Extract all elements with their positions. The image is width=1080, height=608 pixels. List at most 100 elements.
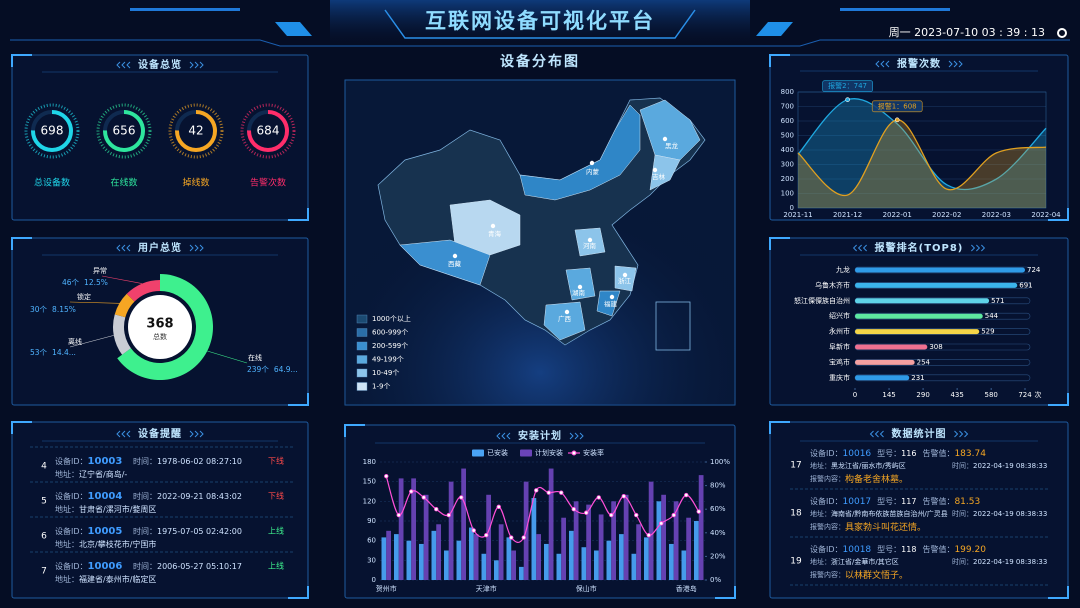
bar	[594, 550, 599, 580]
x-unit: 次	[1035, 390, 1042, 399]
bar	[855, 298, 990, 304]
donut-percent: 8.15%	[52, 305, 76, 314]
title-chevron	[875, 60, 880, 68]
value-label: 529	[981, 328, 994, 336]
rate-point	[596, 495, 601, 500]
datetime: 周一 2023-07-10 03 : 39 : 13	[889, 26, 1045, 39]
title-chevron	[874, 430, 879, 438]
value-label: 308	[929, 343, 942, 351]
field-label: 地址：	[55, 469, 79, 479]
time: 1978-06-02 08:27:10	[157, 457, 242, 466]
y2-tick-label: 100%	[710, 458, 730, 466]
row-index: 17	[790, 461, 801, 471]
rate-point	[559, 490, 564, 495]
bar	[386, 530, 391, 580]
bar	[855, 344, 928, 350]
y-tick-label: 60	[367, 537, 376, 545]
title-chevron	[862, 244, 867, 252]
address: 甘肃省/漯河市/婺周区	[79, 504, 156, 514]
rate-point	[384, 473, 389, 479]
rate-point	[684, 492, 689, 498]
rate-point	[571, 507, 576, 512]
donut-label: 在线	[248, 353, 262, 362]
ring	[247, 110, 289, 152]
row-index: 18	[790, 509, 802, 519]
legend-label: 计划安装	[535, 448, 563, 457]
panel-corner	[288, 208, 309, 221]
y-tick-label: 150	[363, 478, 376, 486]
row-line: 设备ID：10017 型号：117 告警值：81.53	[810, 496, 980, 507]
header-deco	[756, 22, 793, 36]
ring-outer	[96, 103, 152, 159]
bar	[531, 498, 537, 580]
province	[649, 154, 681, 191]
field-label: 设备ID：	[55, 456, 88, 466]
bar	[473, 534, 479, 580]
legend-label: 200-599个	[372, 342, 408, 350]
province-label: 黑龙	[665, 141, 679, 150]
y-tick-label: 200	[781, 175, 794, 183]
panel-title: 设备提醒	[138, 427, 182, 440]
bar	[686, 517, 691, 580]
bar	[544, 543, 549, 580]
y2-tick-label: 80%	[710, 482, 726, 490]
title-chevron	[981, 244, 986, 252]
legend-label: 600-999个	[372, 329, 408, 337]
bar	[606, 540, 612, 580]
rate-point	[434, 507, 439, 512]
field-label: 时间：	[133, 456, 157, 466]
y-tick-label: 100	[781, 190, 794, 198]
title-chevron	[189, 244, 194, 252]
province-label: 广西	[558, 314, 572, 323]
time: 2006-05-27 05:10:17	[157, 562, 242, 571]
annotation-box	[822, 80, 873, 92]
x-tick-label: 贺州市	[376, 584, 397, 593]
title-chevron	[857, 244, 862, 252]
settings-icon[interactable]	[1057, 28, 1067, 38]
address: 北京/攀枝花市/宁国市	[79, 539, 156, 549]
bar	[611, 501, 616, 580]
province-label: 内蒙	[586, 167, 600, 176]
title-chevron	[579, 432, 584, 440]
bar	[623, 494, 629, 580]
province-label: 河南	[583, 241, 597, 250]
bar	[561, 517, 566, 580]
bar	[406, 540, 412, 580]
field-label: 型号：	[877, 449, 901, 458]
map-point	[652, 167, 658, 173]
y-tick-label: 600	[781, 117, 794, 125]
category-label: 绍兴市	[829, 311, 850, 320]
bar	[648, 481, 654, 580]
donut-label: 锁定	[77, 292, 91, 301]
field-label: 地址：	[55, 574, 79, 584]
category-label: 宝鸡市	[829, 357, 850, 366]
row-line: 报警内容：构备老舍林墓。	[810, 473, 908, 485]
bar	[448, 481, 454, 580]
donut-percent: 64.9...	[274, 365, 298, 374]
y2-tick-label: 0%	[710, 576, 721, 584]
bar	[494, 560, 499, 580]
device-id: 10005	[88, 526, 123, 537]
donut-center	[128, 295, 192, 359]
province-label: 吉林	[652, 172, 666, 181]
rate-point	[521, 535, 526, 540]
field-label: 报警内容：	[810, 522, 845, 531]
x-tick-label: 0	[853, 391, 857, 399]
rate-point	[509, 535, 514, 540]
x-tick-label: 香港岛	[676, 584, 697, 593]
annotation: 报警2：747	[828, 81, 867, 90]
map-title: 设备分布图	[500, 53, 580, 70]
row-line: 时间：1978-06-02 08:27:10	[133, 456, 242, 466]
x-tick-label: 2021-12	[833, 211, 862, 219]
bar	[519, 566, 524, 580]
title-chevron	[189, 61, 194, 69]
legend-swatch	[356, 355, 368, 364]
bar	[694, 521, 699, 580]
header-bar	[840, 8, 950, 11]
donut-value: 30个 8.15%	[30, 305, 76, 314]
field-label: 时间：	[133, 526, 157, 536]
row-index: 6	[41, 532, 47, 542]
panel-title: 安装计划	[518, 429, 562, 442]
bar	[536, 534, 541, 580]
